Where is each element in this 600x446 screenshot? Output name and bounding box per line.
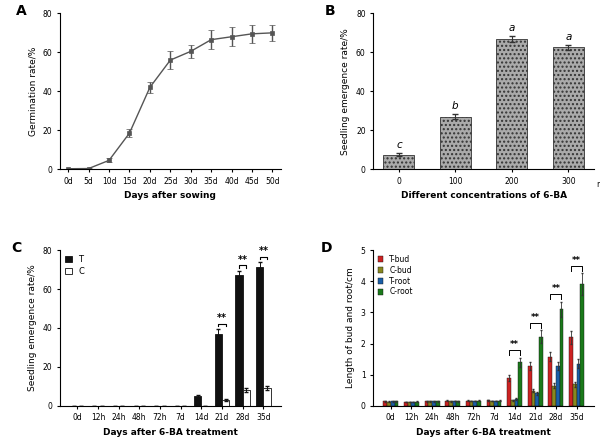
Text: **: ** xyxy=(572,256,581,265)
Y-axis label: Seedling emergence rate/%: Seedling emergence rate/% xyxy=(341,28,350,155)
Text: b: b xyxy=(452,101,459,112)
Text: A: A xyxy=(16,4,26,18)
Bar xyxy=(387,402,391,406)
Text: B: B xyxy=(325,4,335,18)
Bar xyxy=(425,401,428,406)
Bar xyxy=(515,399,518,406)
Bar xyxy=(222,400,229,406)
Bar xyxy=(445,401,449,406)
Bar xyxy=(477,401,481,406)
Bar xyxy=(256,267,263,406)
Bar xyxy=(457,401,460,406)
Bar xyxy=(498,401,502,406)
Bar xyxy=(432,401,436,406)
Y-axis label: Germination rate/%: Germination rate/% xyxy=(28,46,37,136)
Bar xyxy=(440,116,471,169)
Bar xyxy=(243,390,250,406)
Text: a: a xyxy=(509,23,515,33)
Bar xyxy=(539,337,542,406)
Bar xyxy=(532,391,535,406)
Bar xyxy=(383,154,415,169)
Bar xyxy=(412,402,415,406)
Text: C: C xyxy=(11,241,22,255)
Bar xyxy=(235,276,243,406)
Bar xyxy=(518,362,522,406)
Bar xyxy=(449,401,453,406)
Bar xyxy=(215,334,222,406)
Text: **: ** xyxy=(259,246,268,256)
Bar xyxy=(496,39,527,169)
Bar xyxy=(553,47,584,169)
Bar xyxy=(436,401,440,406)
Bar xyxy=(391,401,395,406)
Bar xyxy=(263,388,271,406)
X-axis label: Days after 6-BA treatment: Days after 6-BA treatment xyxy=(416,428,551,437)
Text: **: ** xyxy=(238,255,248,265)
Bar xyxy=(580,285,584,406)
Bar xyxy=(569,337,573,406)
Text: mg/L: mg/L xyxy=(596,180,600,189)
Legend: T, C: T, C xyxy=(64,254,85,277)
Bar xyxy=(415,402,419,406)
Bar xyxy=(490,401,494,406)
Bar xyxy=(428,401,432,406)
X-axis label: Days after 6-BA treatment: Days after 6-BA treatment xyxy=(103,428,238,437)
Text: **: ** xyxy=(510,340,519,350)
Text: **: ** xyxy=(531,314,540,322)
Bar xyxy=(395,401,398,406)
Y-axis label: Length of bud and root/cm: Length of bud and root/cm xyxy=(346,268,355,388)
Bar xyxy=(560,309,563,406)
X-axis label: Days after sowing: Days after sowing xyxy=(124,191,216,200)
Bar xyxy=(473,401,477,406)
X-axis label: Different concentrations of 6-BA: Different concentrations of 6-BA xyxy=(401,191,567,200)
Bar xyxy=(528,366,532,406)
Text: D: D xyxy=(320,241,332,255)
Bar xyxy=(470,401,473,406)
Bar xyxy=(556,366,560,406)
Y-axis label: Seedling emergence rate/%: Seedling emergence rate/% xyxy=(28,264,37,391)
Bar xyxy=(194,396,202,406)
Bar xyxy=(552,386,556,406)
Text: a: a xyxy=(565,32,572,41)
Text: **: ** xyxy=(217,313,227,323)
Legend: T-bud, C-bud, T-root, C-root: T-bud, C-bud, T-root, C-root xyxy=(377,254,413,297)
Bar xyxy=(487,400,490,406)
Bar xyxy=(573,384,577,406)
Bar xyxy=(404,402,408,406)
Bar xyxy=(466,401,470,406)
Bar xyxy=(535,393,539,406)
Bar xyxy=(511,400,515,406)
Bar xyxy=(507,378,511,406)
Bar xyxy=(577,364,580,406)
Bar xyxy=(408,402,412,406)
Bar xyxy=(383,401,387,406)
Bar xyxy=(494,401,498,406)
Bar xyxy=(548,357,552,406)
Bar xyxy=(453,401,457,406)
Text: c: c xyxy=(396,140,402,150)
Text: **: ** xyxy=(551,285,560,293)
